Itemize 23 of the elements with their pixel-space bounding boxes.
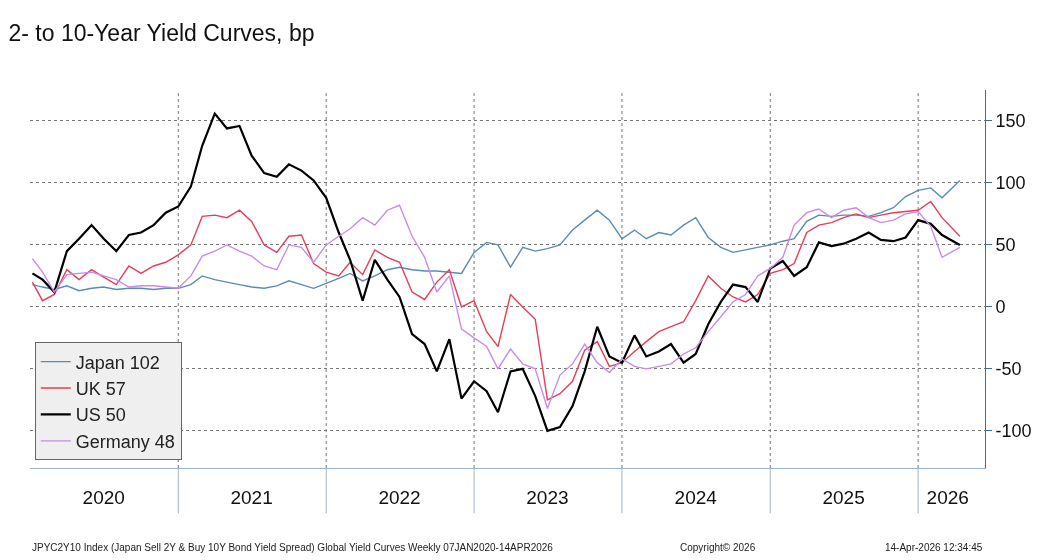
- legend-label: US 50: [75, 405, 126, 426]
- y-tick-label: 0: [995, 297, 1006, 318]
- chart-title: 2- to 10-Year Yield Curves, bp: [8, 20, 315, 47]
- legend-label: Germany 48: [75, 431, 175, 452]
- x-tick-label: 2024: [674, 486, 718, 508]
- text: JPYC2Y10 Index (Japan Sell 2Y & Buy 10Y Bond Yield Spread) Global Yield Curves Weekly 07JAN2020-14APR2026: [32, 542, 554, 553]
- text: 14-Apr-2026 12:34:45: [885, 542, 983, 553]
- x-tick-label: 2021: [230, 486, 273, 508]
- legend-label: UK 57: [75, 379, 126, 400]
- line-series: [31, 112, 961, 432]
- y-tick-label: 150: [995, 111, 1026, 132]
- legend-label: Japan 102: [75, 352, 160, 373]
- x-tick-label: 2020: [82, 486, 125, 508]
- y-tick-label: -100: [995, 421, 1032, 442]
- line-series: [31, 179, 961, 292]
- y-tick-label: 50: [995, 235, 1016, 256]
- x-tick-label: 2025: [822, 486, 865, 508]
- x-tick-label: 2026: [926, 486, 969, 508]
- text: Copyright© 2026: [680, 542, 756, 553]
- y-tick-label: -50: [995, 359, 1022, 380]
- y-tick-label: 100: [995, 173, 1026, 194]
- x-tick-label: 2022: [378, 486, 421, 508]
- x-tick-label: 2023: [526, 486, 569, 508]
